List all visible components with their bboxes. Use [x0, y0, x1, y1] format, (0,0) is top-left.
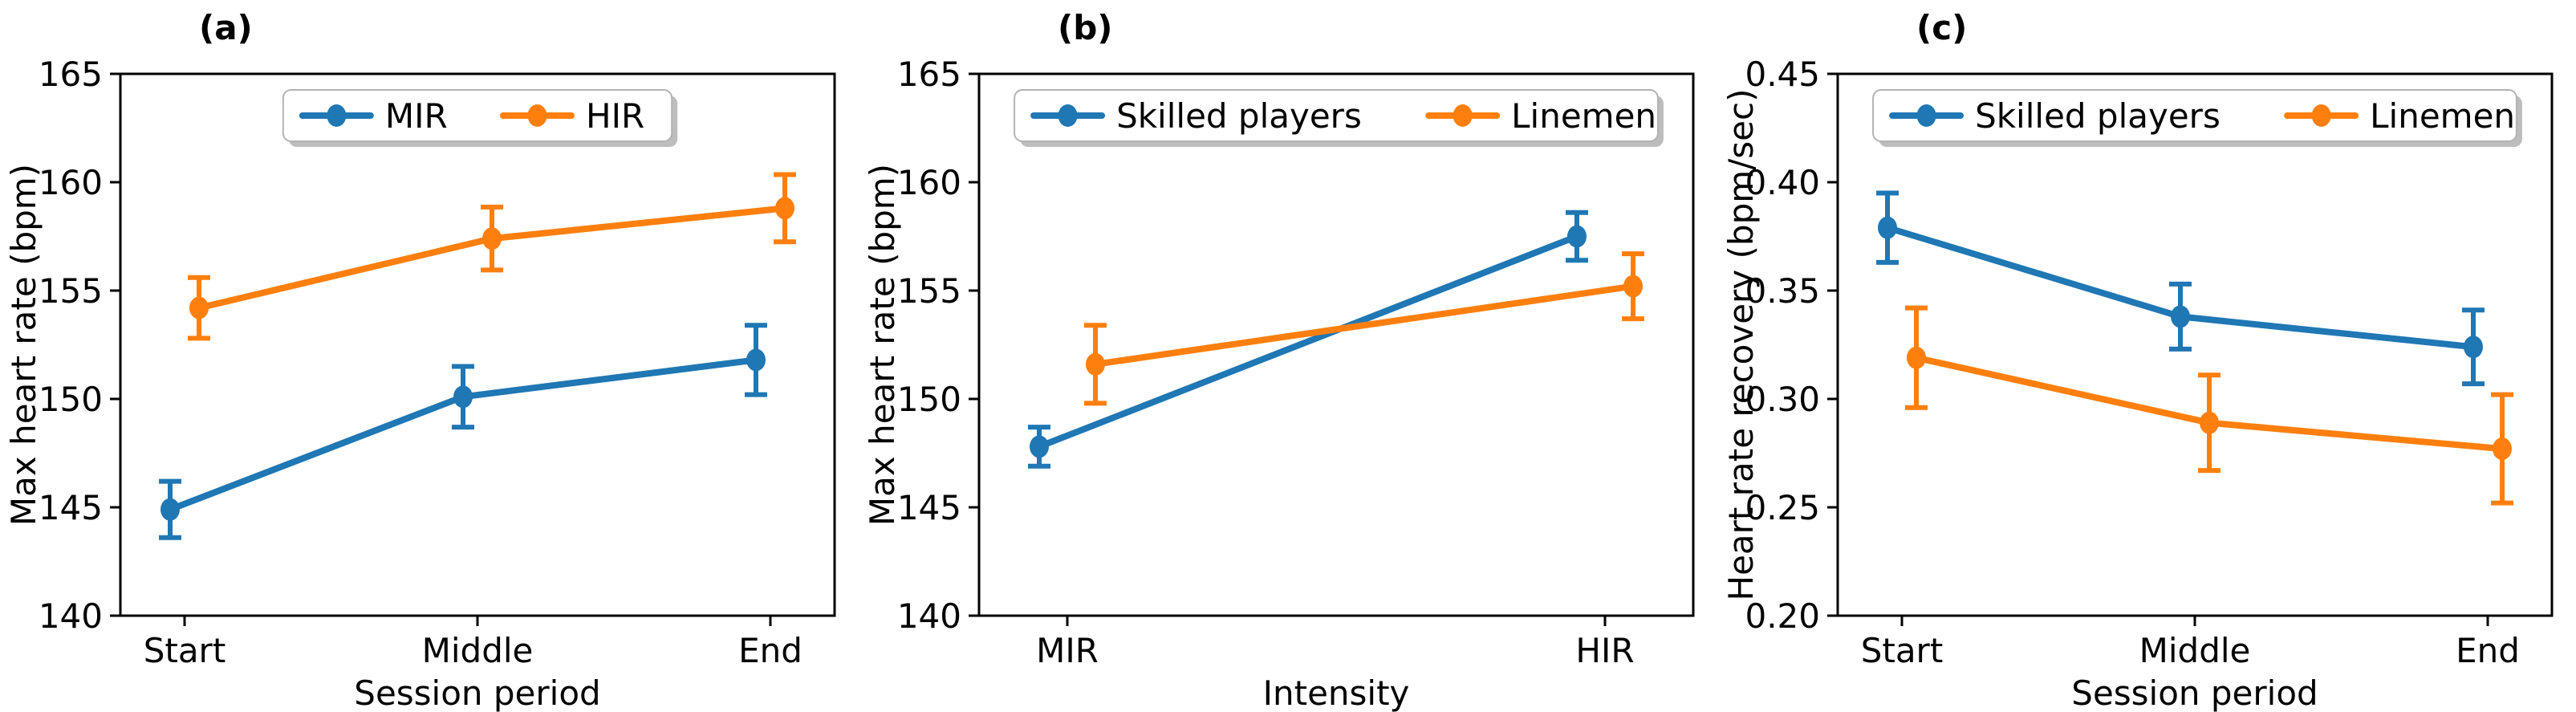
- x-tick-label: End: [738, 631, 802, 670]
- panel-label: (a): [199, 8, 253, 47]
- panel-c: (c) 0.20 0.25 0.30 0.35 0.40 0.45 Start Middle En…: [1717, 0, 2576, 712]
- y-tick-label: 150: [39, 380, 103, 419]
- x-axis: Start Middle End: [1861, 616, 2520, 670]
- data-point-marker: [453, 385, 473, 409]
- chart-a: (a) 140 145 150 155 160 165 Start Middle End Sessi…: [4, 8, 836, 712]
- chart-c: (c) 0.20 0.25 0.30 0.35 0.40 0.45 Start Middle En…: [1721, 8, 2554, 712]
- legend-label: HIR: [586, 96, 644, 136]
- x-tick-label: End: [2456, 631, 2520, 670]
- x-tick-label: Middle: [2139, 631, 2251, 670]
- legend-label: Skilled players: [1116, 96, 1362, 136]
- legend-sample-marker: [1916, 104, 1936, 127]
- x-axis-label: Session period: [354, 673, 600, 712]
- legend: Skilled players Linemen: [1872, 89, 2522, 147]
- x-axis: MIR HIR: [1036, 616, 1635, 670]
- data-point-marker: [1907, 346, 1926, 369]
- legend-sample-marker: [1453, 104, 1473, 127]
- series-skilled-players: [1028, 210, 1588, 469]
- y-tick-label: 155: [897, 271, 961, 311]
- legend-item: Linemen: [2284, 96, 2515, 136]
- y-tick-label: 0.20: [1745, 596, 1820, 636]
- data-point-marker: [2464, 336, 2483, 359]
- legend: MIR HIR: [282, 89, 678, 147]
- chart-b: (b) 140 145 150 155 160 165 MIR HIR Intensity Max …: [863, 8, 1695, 712]
- data-point-marker: [2493, 437, 2512, 461]
- series-mir: [159, 323, 767, 540]
- y-tick-label: 165: [897, 55, 961, 94]
- x-axis: Start Middle End: [144, 616, 802, 670]
- y-tick-label: 0.25: [1745, 488, 1820, 527]
- y-tick-label: 0.30: [1745, 380, 1820, 419]
- y-axis-label: Max heart rate (bpm): [863, 164, 902, 526]
- legend-box: [282, 89, 673, 142]
- legend-sample-marker: [2311, 104, 2331, 127]
- data-point-marker: [160, 498, 180, 521]
- series-linemen: [1084, 251, 1644, 406]
- legend-item: HIR: [500, 96, 644, 136]
- axes-frame: [977, 72, 1695, 617]
- y-tick-label: 0.45: [1745, 55, 1820, 94]
- legend-sample-marker: [1058, 104, 1078, 127]
- data-point-marker: [1086, 352, 1105, 376]
- y-tick-label: 140: [39, 596, 103, 636]
- x-tick-label: Start: [1861, 631, 1944, 670]
- y-axis: 140 145 150 155 160 165: [897, 55, 979, 636]
- legend: Skilled players Linemen: [1014, 89, 1664, 147]
- series-linemen: [1905, 305, 2513, 506]
- y-tick-label: 0.40: [1745, 163, 1820, 202]
- series-skilled-players: [1876, 190, 2485, 387]
- series-line: [1092, 283, 1636, 368]
- series-hir: [188, 172, 796, 341]
- legend-box: [1872, 89, 2517, 142]
- data-point-marker: [746, 348, 766, 372]
- x-axis-label: Intensity: [1263, 673, 1410, 712]
- legend-sample-marker: [527, 104, 547, 127]
- series-line: [1036, 233, 1580, 450]
- legend-label: Linemen: [1511, 96, 1656, 136]
- y-tick-label: 145: [39, 488, 103, 527]
- legend-sample-marker: [327, 104, 347, 127]
- y-axis: 0.20 0.25 0.30 0.35 0.40 0.45: [1745, 55, 1838, 636]
- y-tick-label: 140: [897, 596, 961, 636]
- legend-label: MIR: [385, 96, 448, 136]
- data-point-marker: [482, 227, 502, 250]
- y-axis-label: Heart rate recovery (bpm/sec): [1721, 88, 1761, 600]
- data-point-marker: [1030, 435, 1049, 458]
- data-point-marker: [2200, 411, 2219, 434]
- data-point-marker: [1623, 275, 1643, 298]
- legend-box: [1014, 89, 1659, 142]
- data-point-marker: [189, 296, 209, 319]
- panel-a: (a) 140 145 150 155 160 165 Start Middle End Sessi…: [0, 0, 859, 712]
- y-tick-label: 160: [897, 163, 961, 202]
- y-tick-label: 150: [897, 380, 961, 419]
- x-tick-label: MIR: [1036, 631, 1099, 670]
- legend-item: Skilled players: [1889, 96, 2220, 136]
- x-tick-label: HIR: [1575, 631, 1634, 670]
- y-tick-label: 165: [39, 55, 103, 94]
- axes-frame: [119, 72, 836, 617]
- legend-label: Linemen: [2370, 96, 2515, 136]
- y-tick-label: 145: [897, 488, 961, 527]
- legend-item: Linemen: [1425, 96, 1656, 136]
- y-axis-label: Max heart rate (bpm): [4, 164, 43, 526]
- data-point-marker: [2171, 305, 2190, 328]
- x-tick-label: Middle: [422, 631, 534, 670]
- panel-b: (b) 140 145 150 155 160 165 MIR HIR Intensity Max …: [859, 0, 1717, 712]
- y-tick-label: 0.35: [1745, 271, 1820, 311]
- y-tick-label: 155: [39, 271, 103, 311]
- y-axis: 140 145 150 155 160 165: [39, 55, 120, 636]
- x-axis-label: Session period: [2071, 673, 2318, 712]
- y-tick-label: 160: [39, 163, 103, 202]
- data-point-marker: [1878, 216, 1897, 239]
- panel-label: (c): [1916, 8, 1967, 47]
- data-point-marker: [1567, 225, 1587, 248]
- panel-label: (b): [1058, 8, 1112, 47]
- x-tick-label: Start: [144, 631, 226, 670]
- legend-label: Skilled players: [1975, 96, 2220, 136]
- legend-item: Skilled players: [1030, 96, 1362, 136]
- legend-item: MIR: [299, 96, 448, 136]
- data-point-marker: [775, 197, 794, 220]
